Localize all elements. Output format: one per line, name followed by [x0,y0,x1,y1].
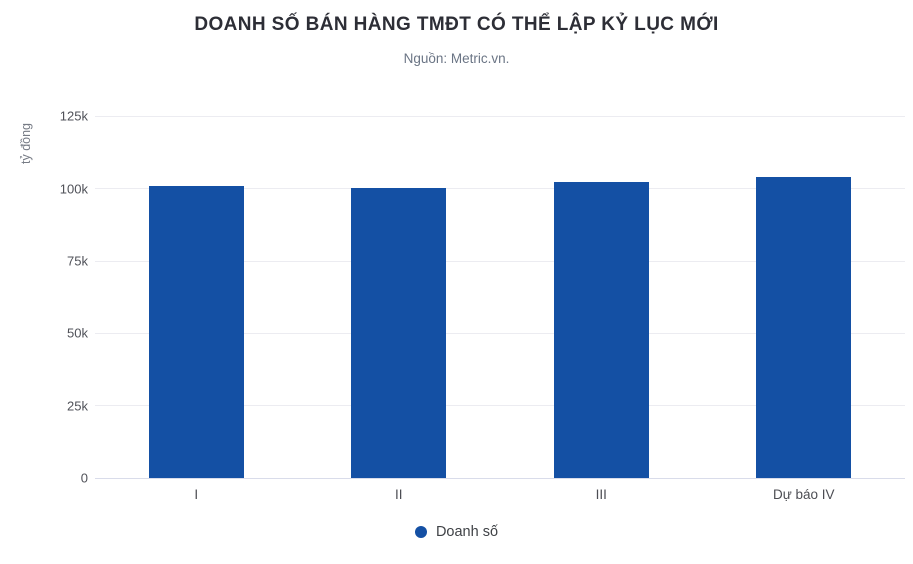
y-tick-label-125k: 125k [59,108,88,124]
gridline-75k [95,260,905,262]
gridline-25k [95,405,905,407]
x-label-I: I [194,487,199,502]
y-tick-label-0: 0 [80,470,88,486]
x-label-Dự báo IV: Dự báo IV [772,487,835,502]
legend-label: Doanh số [435,524,499,540]
y-axis-title: tỷ đồng [19,122,33,164]
bar-II[interactable] [351,187,447,478]
y-tick-label-75k: 75k [67,253,88,269]
gridline-100k [95,188,905,190]
bar-Dự báo IV[interactable] [756,176,852,478]
y-tick-label-100k: 100k [59,181,88,197]
y-tick-label-50k: 50k [67,325,88,341]
chart-title: DOANH SỐ BÁN HÀNG TMĐT CÓ THỂ LẬP KỶ LỤC… [194,14,719,35]
plot-area [95,102,905,479]
gridline-50k [95,332,905,334]
bar-I[interactable] [148,185,244,478]
gridline-125k [95,115,905,117]
legend-item-doanh-so[interactable]: Doanh số [0,524,913,540]
x-label-II: II [394,487,403,502]
y-tick-label-25k: 25k [67,398,88,414]
legend-marker-icon [414,526,427,538]
chart-subtitle: Nguồn: Metric.vn. [403,51,510,66]
gridline-0 [95,477,905,479]
bar-III[interactable] [553,181,649,478]
x-label-III: III [595,487,607,502]
